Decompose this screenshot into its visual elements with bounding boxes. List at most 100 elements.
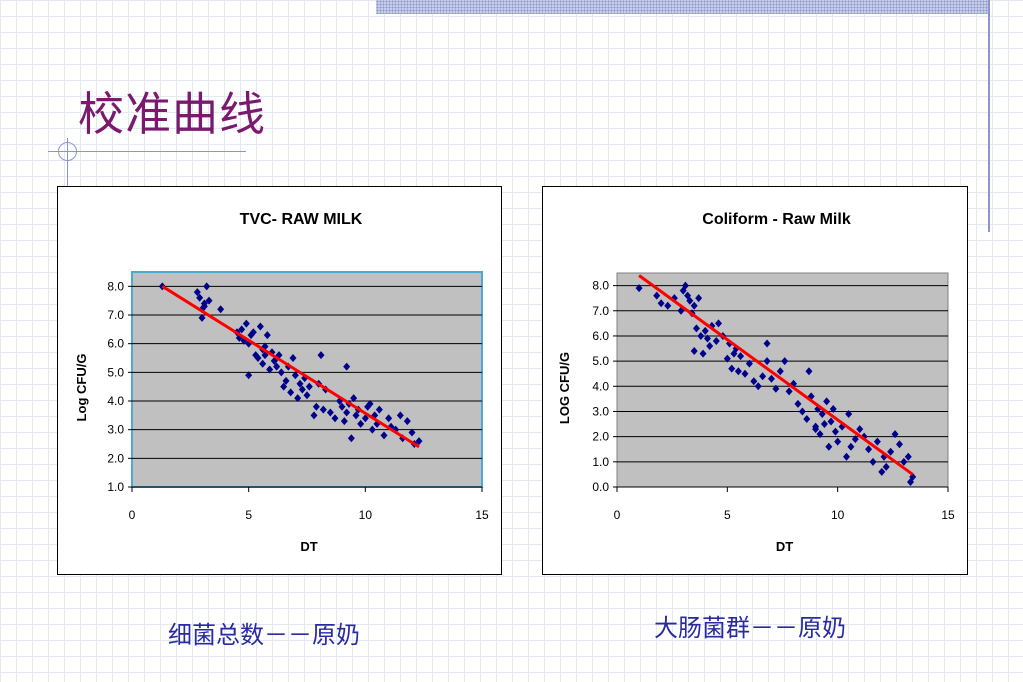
data-point bbox=[677, 306, 685, 315]
data-point bbox=[403, 417, 411, 426]
data-point bbox=[684, 291, 692, 300]
data-point bbox=[282, 376, 290, 385]
y-tick-label: 3.0 bbox=[592, 404, 609, 418]
data-point bbox=[200, 302, 208, 311]
data-point bbox=[759, 372, 767, 381]
data-point bbox=[690, 347, 698, 356]
chart-title: Coliform - Raw Milk bbox=[702, 211, 851, 228]
data-point bbox=[767, 374, 775, 383]
right-decorative-line bbox=[988, 0, 990, 232]
data-point bbox=[317, 351, 325, 360]
data-point bbox=[692, 324, 700, 333]
data-point bbox=[737, 352, 745, 361]
data-point bbox=[730, 349, 738, 358]
y-tick-label: 8.0 bbox=[107, 279, 124, 293]
data-point bbox=[679, 286, 687, 295]
data-point bbox=[366, 399, 374, 408]
plot-area bbox=[131, 271, 483, 488]
y-tick-label: 8.0 bbox=[592, 279, 609, 293]
title-crosshair-circle bbox=[58, 142, 77, 161]
fit-line bbox=[161, 285, 420, 449]
data-point bbox=[385, 414, 393, 423]
data-point bbox=[703, 334, 711, 343]
data-point bbox=[352, 411, 360, 420]
data-point bbox=[816, 430, 824, 439]
data-point bbox=[375, 405, 383, 414]
data-point bbox=[825, 442, 833, 451]
y-tick-label: 2.0 bbox=[592, 430, 609, 444]
data-point bbox=[193, 288, 201, 297]
data-point bbox=[635, 284, 643, 293]
y-tick-label: 3.0 bbox=[107, 423, 124, 437]
y-tick-label: 4.0 bbox=[107, 394, 124, 408]
data-point bbox=[904, 452, 912, 461]
data-point bbox=[266, 365, 274, 374]
data-point bbox=[205, 296, 213, 305]
data-point bbox=[280, 382, 288, 391]
data-point bbox=[198, 313, 206, 322]
data-point bbox=[245, 371, 253, 380]
y-tick-label: 0.0 bbox=[592, 480, 609, 494]
data-point bbox=[706, 342, 714, 351]
data-point bbox=[790, 379, 798, 388]
data-point bbox=[798, 407, 806, 416]
data-point bbox=[263, 331, 271, 340]
data-point bbox=[827, 417, 835, 426]
data-point bbox=[906, 477, 914, 486]
data-point bbox=[712, 336, 720, 345]
data-point bbox=[312, 402, 320, 411]
y-tick-label: 1.0 bbox=[592, 455, 609, 469]
data-point bbox=[900, 457, 908, 466]
data-point bbox=[865, 445, 873, 454]
data-point bbox=[763, 357, 771, 366]
tvc-chart: TVC- RAW MILK 1.0 2.0 3.0 4.0 5.0 6.0 7.0 8.0 0 5 1… bbox=[74, 211, 489, 554]
y-tick-label: 7.0 bbox=[592, 304, 609, 318]
data-point bbox=[686, 296, 694, 305]
data-point bbox=[847, 442, 855, 451]
x-tick-label: 5 bbox=[724, 508, 731, 522]
data-point bbox=[294, 394, 302, 403]
data-point bbox=[254, 354, 262, 362]
x-tick-label: 15 bbox=[475, 508, 489, 522]
data-point bbox=[340, 417, 348, 426]
data-point bbox=[878, 467, 886, 476]
x-tick-label: 5 bbox=[245, 508, 252, 522]
data-point bbox=[820, 420, 828, 429]
y-axis-label: Log CFU/G bbox=[74, 354, 89, 422]
data-point bbox=[338, 402, 346, 411]
data-point bbox=[247, 331, 255, 340]
data-point bbox=[776, 367, 784, 376]
data-point bbox=[723, 354, 731, 363]
data-point bbox=[664, 301, 672, 310]
data-point bbox=[781, 357, 789, 366]
data-point bbox=[203, 282, 211, 291]
data-point bbox=[415, 437, 423, 446]
x-axis-label: DT bbox=[776, 539, 793, 554]
data-point bbox=[291, 371, 299, 380]
data-point bbox=[277, 368, 285, 377]
x-tick-label: 10 bbox=[359, 508, 373, 522]
data-point bbox=[196, 293, 204, 302]
chart-panel-tvc: TVC- RAW MILK 1.0 2.0 3.0 4.0 5.0 6.0 7.0 8.0 0 5 1… bbox=[57, 186, 502, 575]
data-point bbox=[831, 427, 839, 436]
data-point bbox=[763, 339, 771, 348]
data-point bbox=[807, 392, 815, 401]
data-point bbox=[273, 362, 281, 371]
data-point bbox=[347, 434, 355, 443]
caption-tvc: 细菌总数－－原奶 bbox=[168, 621, 360, 649]
data-point bbox=[785, 387, 793, 396]
data-point bbox=[256, 322, 264, 331]
data-point bbox=[217, 305, 225, 314]
y-axis-label: LOG CFU/G bbox=[557, 352, 572, 424]
data-point bbox=[392, 425, 400, 434]
data-point bbox=[653, 291, 661, 300]
fit-line bbox=[638, 274, 914, 476]
data-point bbox=[287, 388, 295, 397]
data-point bbox=[380, 431, 388, 440]
data-point bbox=[734, 367, 742, 376]
data-point bbox=[869, 457, 877, 466]
data-point bbox=[690, 301, 698, 310]
data-point bbox=[357, 419, 365, 428]
data-point bbox=[750, 377, 758, 386]
data-point bbox=[745, 359, 753, 368]
